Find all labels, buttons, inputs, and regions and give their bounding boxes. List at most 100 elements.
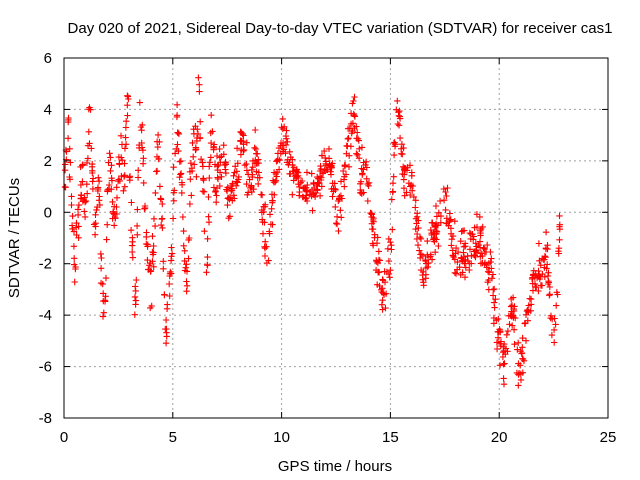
data-point [161,291,168,299]
data-point [452,270,460,277]
data-point [207,154,214,161]
data-point [149,258,156,265]
data-point [554,291,561,298]
y-tick-label: 2 [44,153,52,170]
data-point [181,247,188,254]
data-point [546,283,553,291]
data-point [337,192,345,199]
data-point [435,209,442,216]
data-point [515,360,522,367]
data-point [240,146,248,154]
data-point [66,173,73,181]
data-point [408,172,415,179]
data-point [424,237,431,245]
data-point [204,235,211,242]
data-point [347,120,355,128]
data-point [488,255,495,262]
data-point [526,295,533,302]
data-point [84,190,91,197]
data-point [81,198,89,206]
data-point [147,267,155,274]
data-point [389,180,397,187]
data-point [275,166,283,173]
data-point [495,315,502,323]
data-point [199,163,207,170]
data-point [69,225,76,233]
data-point [353,123,360,130]
data-point [321,147,328,155]
data-point [209,128,216,135]
data-point [113,203,120,211]
data-point [281,123,288,130]
data-point [477,229,484,237]
data-point [452,244,460,252]
data-point [249,171,256,178]
data-point [511,303,518,310]
data-point [121,172,128,179]
data-point [368,220,376,227]
data-point [491,285,498,293]
data-point [328,185,335,193]
data-point [502,351,509,358]
data-point [216,145,223,153]
data-point [414,241,422,249]
data-point [544,242,551,249]
data-point [141,202,149,210]
data-point [432,220,440,227]
data-point [99,280,106,288]
data-point [344,125,352,132]
data-point [98,254,105,262]
data-point [515,339,522,346]
data-point [333,220,341,228]
data-point [170,164,177,171]
data-point [150,249,157,256]
data-point [400,144,407,152]
data-point [68,201,75,209]
data-point [243,139,250,146]
data-point [473,249,481,256]
data-point [252,126,259,134]
data-point [415,224,422,232]
data-point [487,248,494,256]
y-tick-label: 4 [44,101,52,118]
data-point [412,225,419,233]
data-point [394,97,401,105]
data-point [500,381,508,388]
data-point [166,280,173,288]
data-point [477,253,484,260]
data-point [116,177,124,185]
data-point [369,216,377,224]
data-point [443,192,450,200]
data-point [518,350,525,357]
data-point [134,206,141,213]
data-point [124,112,131,119]
data-point [387,239,394,246]
data-point [550,326,558,334]
data-point [103,236,110,243]
data-point [139,160,147,167]
data-point [514,346,521,353]
data-point [154,131,162,139]
data-point [314,173,321,181]
data-point [533,284,540,291]
data-point [353,135,360,142]
data-point [200,188,208,195]
data-point [134,174,142,181]
y-tick-label: -2 [39,256,52,273]
data-point [296,188,303,196]
data-point [166,292,173,300]
data-point [92,220,99,227]
data-point [437,212,445,220]
data-point [329,160,336,167]
data-point [443,219,450,227]
data-point [84,155,92,162]
data-point [258,191,266,199]
data-point [175,130,183,138]
data-point [135,167,142,174]
x-tick-label: 10 [273,429,290,446]
data-point [249,157,257,165]
data-point [218,173,225,180]
data-point [100,309,107,316]
data-point [206,159,214,166]
data-point [357,178,365,185]
